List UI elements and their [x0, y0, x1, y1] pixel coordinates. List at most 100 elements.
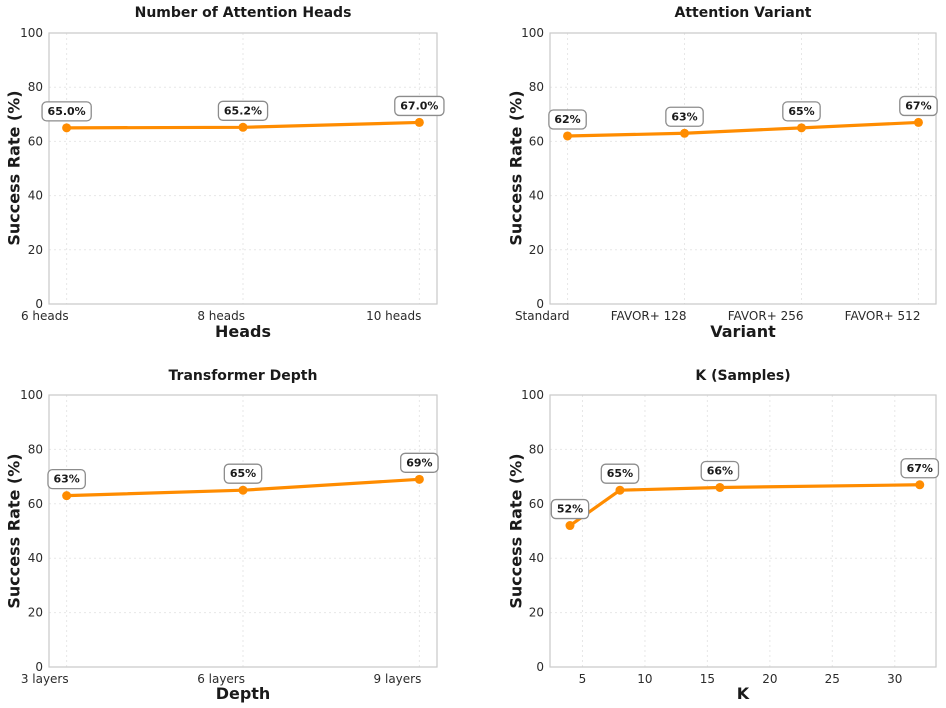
- data-label-box: [548, 109, 587, 130]
- y-tick-label: 80: [28, 80, 43, 94]
- x-tick-labels: 6 heads 8 heads 10 heads: [21, 309, 421, 323]
- y-tick-labels: 0 20 40 60 80 100: [521, 26, 544, 311]
- y-tick-label: 100: [20, 388, 43, 402]
- data-label: 52%: [550, 498, 590, 520]
- data-label-text: 65%: [607, 467, 633, 480]
- data-point-marker: [565, 521, 575, 531]
- data-label-text: 63%: [671, 110, 697, 123]
- chart-title-attention-variant: Attention Variant: [674, 5, 812, 21]
- chart-attention-heads: 0 20 40 60 80 100 6 heads 8 heads 10 heads 65.0% 6…: [20, 26, 445, 323]
- data-label-box: [550, 498, 590, 520]
- data-point-marker: [238, 485, 248, 495]
- x-tick-label: FAVOR+ 128: [611, 309, 687, 323]
- gridlines: [49, 394, 437, 667]
- y-tick-label: 40: [529, 551, 544, 565]
- data-label-box: [217, 100, 269, 121]
- data-label-box: [394, 95, 445, 117]
- data-label: 65%: [600, 463, 640, 484]
- chart-attention-variant: 0 20 40 60 80 100 Standard FAVOR+ 128 FAVOR+ 256…: [515, 26, 938, 323]
- y-tick-label: 40: [529, 189, 544, 203]
- x-tick-labels: 5 10 15 20 25 30: [579, 672, 903, 686]
- plot-border: [48, 394, 438, 668]
- x-axis-label-depth: Depth: [215, 684, 271, 703]
- data-label: 69%: [400, 452, 439, 473]
- data-label: 65%: [223, 463, 263, 484]
- plot-border: [48, 32, 438, 305]
- data-label-box: [900, 458, 940, 479]
- y-tick-label: 80: [529, 442, 544, 456]
- chart-title-transformer-depth: Transformer Depth: [168, 368, 318, 384]
- data-point-marker: [715, 482, 725, 492]
- plot-border: [549, 394, 937, 668]
- data-label: 67%: [899, 95, 938, 117]
- data-label: 63%: [47, 468, 86, 490]
- data-label-box: [47, 468, 86, 490]
- x-tick-labels: 3 layers 6 layers 9 layers: [21, 672, 422, 686]
- y-tick-label: 20: [529, 606, 544, 620]
- x-tick-label: 30: [887, 672, 902, 686]
- x-axis-label-k: K: [736, 684, 750, 703]
- y-axis-label-transformer-depth: Success Rate (%): [4, 453, 24, 609]
- x-tick-label: 5: [579, 672, 587, 686]
- data-label-text: 65%: [788, 105, 814, 118]
- x-tick-label: FAVOR+ 256: [728, 309, 804, 323]
- data-label: 66%: [700, 460, 740, 482]
- x-tick-label: FAVOR+ 512: [845, 309, 921, 323]
- data-point-marker: [62, 123, 72, 133]
- data-point-marker: [796, 123, 806, 133]
- x-tick-label: 8 heads: [197, 309, 245, 323]
- data-label-text: 65.0%: [48, 105, 86, 118]
- y-tick-label: 0: [35, 660, 43, 674]
- chart-title-k-samples: K (Samples): [695, 368, 791, 384]
- y-axis-label-k-samples: Success Rate (%): [506, 453, 526, 609]
- y-tick-label: 20: [28, 606, 43, 620]
- x-axis-label-variant: Variant: [710, 322, 776, 341]
- y-tick-labels: 0 20 40 60 80 100: [521, 388, 544, 674]
- x-tick-label: 15: [700, 672, 715, 686]
- data-label-box: [223, 463, 263, 484]
- y-tick-label: 40: [28, 551, 43, 565]
- data-label-text: 65%: [230, 467, 256, 480]
- chart-transformer-depth: 0 20 40 60 80 100 3 layers 6 layers 9 layers 63% 6…: [20, 388, 439, 686]
- chart-title-attention-heads: Number of Attention Heads: [134, 5, 352, 21]
- data-label-text: 63%: [53, 473, 79, 486]
- x-tick-label: 10: [637, 672, 652, 686]
- data-label-box: [400, 452, 439, 473]
- y-tick-label: 40: [28, 189, 43, 203]
- x-tick-label: 25: [825, 672, 840, 686]
- x-axis-label-heads: Heads: [214, 322, 272, 341]
- data-label-box: [41, 101, 92, 122]
- data-label-text: 66%: [707, 464, 733, 477]
- y-tick-label: 0: [536, 660, 544, 674]
- plot-border: [549, 32, 937, 305]
- y-tick-label: 100: [20, 26, 43, 40]
- data-point-marker: [615, 485, 625, 495]
- series-line: [565, 120, 921, 138]
- gridlines: [49, 32, 437, 304]
- data-label: 65%: [782, 101, 821, 122]
- y-tick-label: 20: [28, 243, 43, 257]
- series-line: [568, 483, 922, 528]
- data-label-text: 67.0%: [400, 99, 438, 112]
- data-point-marker: [680, 128, 690, 138]
- data-label: 62%: [548, 109, 587, 130]
- data-label: 63%: [665, 106, 704, 127]
- y-axis-label-attention-variant: Success Rate (%): [506, 90, 526, 246]
- data-label-box: [600, 463, 640, 484]
- data-label-text: 52%: [557, 503, 583, 516]
- x-tick-label: 6 heads: [21, 309, 69, 323]
- data-label-box: [782, 101, 821, 122]
- data-label-text: 65.2%: [224, 104, 262, 117]
- y-tick-label: 60: [28, 497, 43, 511]
- y-tick-label: 60: [529, 134, 544, 148]
- y-tick-label: 20: [529, 243, 544, 257]
- data-label-text: 67%: [907, 462, 933, 475]
- data-point-marker: [62, 491, 72, 501]
- x-tick-label: 20: [762, 672, 777, 686]
- data-label-box: [899, 95, 938, 117]
- x-tick-label: 9 layers: [374, 672, 422, 686]
- y-tick-labels: 0 20 40 60 80 100: [20, 388, 43, 674]
- y-tick-label: 100: [521, 388, 544, 402]
- data-point-marker: [913, 117, 923, 127]
